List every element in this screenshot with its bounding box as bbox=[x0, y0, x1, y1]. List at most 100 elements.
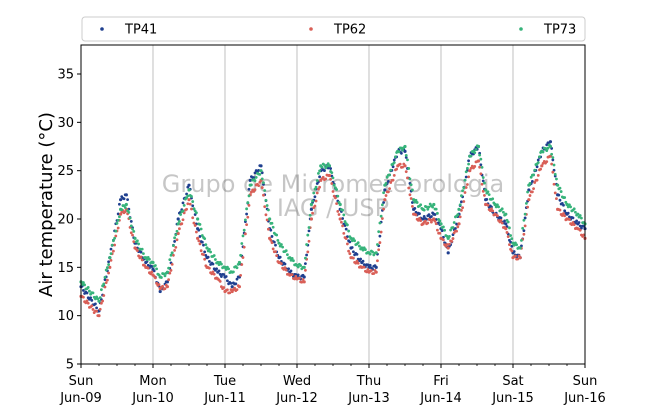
point-TP73 bbox=[203, 237, 207, 241]
point-TP73 bbox=[576, 212, 580, 216]
point-TP41 bbox=[124, 193, 128, 197]
point-TP41 bbox=[318, 175, 321, 179]
point-TP62 bbox=[478, 165, 482, 169]
point-TP73 bbox=[536, 161, 540, 165]
point-TP62 bbox=[306, 250, 310, 254]
point-TP62 bbox=[406, 176, 409, 180]
point-TP62 bbox=[500, 221, 504, 225]
point-TP62 bbox=[307, 239, 311, 243]
point-TP62 bbox=[103, 285, 107, 289]
x-tick-date: Jun-09 bbox=[59, 391, 102, 406]
point-TP62 bbox=[102, 294, 106, 297]
point-TP73 bbox=[172, 244, 175, 248]
legend-item-TP41[interactable]: TP41 bbox=[100, 23, 157, 38]
x-tick-day: Thu bbox=[356, 374, 381, 389]
x-tick-day: Sun bbox=[573, 374, 598, 389]
point-TP41 bbox=[309, 207, 313, 211]
point-TP73 bbox=[538, 155, 541, 159]
legend-item-TP62[interactable]: TP62 bbox=[309, 23, 366, 38]
point-TP73 bbox=[306, 233, 310, 237]
point-TP62 bbox=[582, 233, 586, 237]
point-TP62 bbox=[376, 259, 379, 263]
point-TP73 bbox=[86, 286, 90, 289]
point-TP73 bbox=[526, 190, 530, 194]
point-TP73 bbox=[553, 172, 557, 176]
point-TP41 bbox=[247, 187, 251, 191]
point-TP62 bbox=[175, 238, 179, 242]
point-TP62 bbox=[401, 165, 404, 169]
point-TP41 bbox=[350, 246, 354, 249]
watermark: Grupo de Micrometeorologia IAG / USP bbox=[162, 170, 504, 222]
point-TP62 bbox=[553, 191, 557, 195]
point-TP73 bbox=[91, 291, 95, 295]
point-TP41 bbox=[348, 240, 352, 244]
point-TP41 bbox=[551, 158, 555, 162]
point-TP73 bbox=[496, 203, 499, 207]
point-TP41 bbox=[503, 219, 506, 223]
point-TP41 bbox=[215, 267, 219, 271]
point-TP62 bbox=[241, 256, 245, 259]
point-TP62 bbox=[365, 270, 368, 274]
x-tick-day: Sun bbox=[69, 374, 94, 389]
point-TP73 bbox=[191, 200, 195, 203]
point-TP41 bbox=[366, 263, 370, 267]
point-TP73 bbox=[436, 211, 439, 215]
point-TP73 bbox=[356, 241, 360, 245]
point-TP62 bbox=[551, 170, 555, 174]
point-TP73 bbox=[232, 270, 235, 274]
point-TP73 bbox=[469, 154, 473, 158]
point-TP62 bbox=[304, 268, 307, 272]
point-TP62 bbox=[280, 262, 283, 265]
point-TP73 bbox=[493, 202, 497, 207]
point-TP62 bbox=[197, 239, 201, 243]
point-TP73 bbox=[299, 264, 302, 267]
legend-item-TP73[interactable]: TP73 bbox=[519, 23, 576, 38]
point-TP73 bbox=[431, 205, 434, 209]
point-TP62 bbox=[404, 170, 408, 174]
point-TP62 bbox=[155, 281, 159, 285]
point-TP62 bbox=[348, 252, 352, 256]
point-TP41 bbox=[283, 262, 287, 266]
point-TP41 bbox=[329, 167, 332, 170]
point-TP73 bbox=[131, 227, 134, 231]
point-TP73 bbox=[461, 189, 464, 193]
point-TP62 bbox=[222, 286, 226, 289]
point-TP62 bbox=[354, 261, 358, 265]
point-TP62 bbox=[468, 169, 472, 173]
point-TP73 bbox=[337, 200, 341, 204]
point-TP73 bbox=[466, 166, 469, 170]
point-TP62 bbox=[174, 245, 178, 249]
point-TP62 bbox=[366, 268, 370, 271]
point-TP73 bbox=[124, 202, 128, 207]
point-TP73 bbox=[275, 233, 279, 237]
point-TP62 bbox=[378, 241, 382, 244]
point-TP73 bbox=[456, 213, 460, 217]
y-axis-label: Air temperature (°C) bbox=[36, 112, 57, 297]
point-TP73 bbox=[106, 266, 109, 269]
point-TP73 bbox=[407, 167, 411, 170]
point-TP41 bbox=[548, 140, 553, 144]
point-TP73 bbox=[378, 221, 382, 225]
point-TP73 bbox=[520, 238, 523, 242]
point-TP41 bbox=[198, 235, 202, 238]
point-TP62 bbox=[244, 232, 247, 236]
point-TP62 bbox=[570, 223, 574, 227]
point-TP73 bbox=[376, 243, 379, 246]
legend[interactable]: TP41 TP62 TP73 bbox=[81, 16, 586, 42]
point-TP73 bbox=[522, 218, 526, 222]
point-TP73 bbox=[170, 251, 174, 255]
point-TP73 bbox=[186, 194, 190, 198]
point-TP62 bbox=[528, 194, 532, 197]
point-TP73 bbox=[330, 171, 334, 174]
point-TP41 bbox=[122, 197, 126, 201]
point-TP73 bbox=[187, 188, 191, 192]
point-TP41 bbox=[253, 171, 257, 175]
point-TP62 bbox=[344, 237, 348, 241]
point-TP62 bbox=[380, 217, 384, 220]
point-TP73 bbox=[412, 198, 416, 202]
point-TP73 bbox=[565, 202, 569, 207]
point-TP41 bbox=[464, 175, 468, 179]
point-TP41 bbox=[85, 291, 89, 295]
point-TP73 bbox=[224, 268, 228, 271]
point-TP62 bbox=[337, 213, 341, 216]
